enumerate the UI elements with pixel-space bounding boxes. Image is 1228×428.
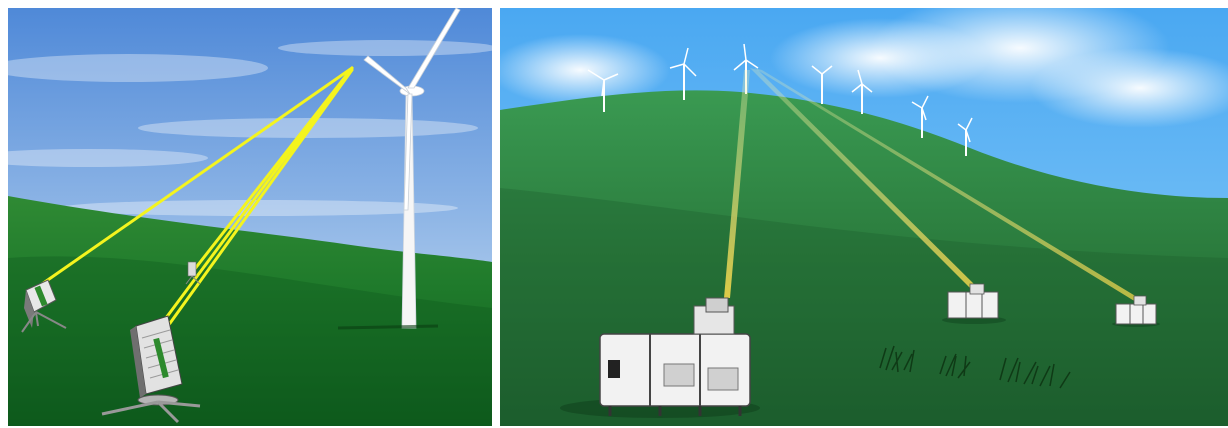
turbine xyxy=(587,69,619,112)
turbine-blade-up xyxy=(407,8,461,89)
grass-hill xyxy=(8,196,492,426)
turbine xyxy=(811,65,833,104)
turbine xyxy=(851,69,873,114)
laser-beams xyxy=(724,68,1142,302)
lidar-unit-middle xyxy=(942,283,1006,324)
left-illustration-panel xyxy=(8,8,492,426)
right-illustration-panel xyxy=(500,8,1228,426)
left-scene xyxy=(8,8,492,426)
turbine xyxy=(911,95,929,138)
lidar-unit-front xyxy=(560,297,760,418)
turbines xyxy=(587,43,973,156)
lidar-unit-left xyxy=(21,279,67,333)
turbine-blade-left xyxy=(363,55,411,95)
clouds xyxy=(500,8,1228,128)
lidar-unit-right xyxy=(1112,295,1160,327)
turbine xyxy=(957,117,973,156)
wind-turbine xyxy=(337,8,461,330)
turbine-base-grass xyxy=(337,324,439,330)
grass-shade xyxy=(8,256,492,426)
lidar-unit-far xyxy=(185,261,201,285)
turbine xyxy=(669,47,697,100)
grass-tufts xyxy=(879,345,1071,389)
turbine-blade-down xyxy=(403,93,413,211)
lidar-unit-front xyxy=(101,315,201,424)
right-scene xyxy=(500,8,1228,426)
